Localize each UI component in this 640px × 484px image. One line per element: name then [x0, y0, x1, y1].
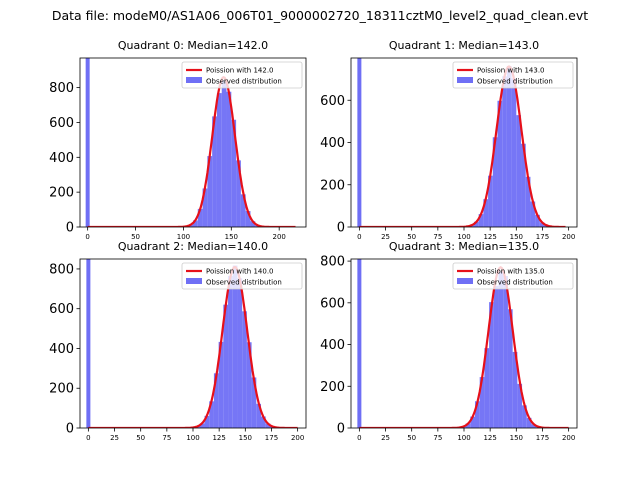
quadrant-3-legend: Poission with 135.0 Observed distribution	[453, 263, 573, 289]
quadrant-3-xtick-label: 150	[510, 434, 523, 442]
quadrant-3-title: Quadrant 3: Median=135.0	[389, 240, 539, 253]
quadrant-0-legend-hist-swatch	[186, 77, 202, 83]
quadrant-3-panel: 0 25 50 75 100 125 150 175 200 0 200 400 600 800 Quadr…	[320, 240, 577, 442]
quadrant-0-legend-curve-label: Poission with 142.0	[206, 67, 274, 75]
quadrant-1-legend: Poission with 143.0 Observed distribution	[453, 62, 573, 88]
quadrant-0-ytick-label: 0	[66, 221, 74, 236]
quadrant-0-ytick-label: 200	[49, 186, 74, 201]
quadrant-2-ytick-label: 400	[49, 342, 74, 357]
quadrant-2-xtick-label: 175	[265, 434, 278, 442]
quadrant-1-xtick-label: 0	[357, 233, 361, 241]
quadrant-3-xtick-label: 125	[483, 434, 496, 442]
quadrant-2-xtick-label: 50	[136, 434, 145, 442]
quadrant-3-xtick-label: 50	[407, 434, 416, 442]
quadrant-3-ytick-label: 400	[320, 338, 345, 353]
quadrant-0-legend-hist-label: Observed distribution	[206, 78, 282, 86]
quadrant-0-ytick-label: 400	[49, 151, 74, 166]
quadrant-0-xtick-label: 200	[272, 233, 285, 241]
quadrant-2-legend: Poission with 140.0 Observed distribution	[182, 263, 302, 289]
quadrant-2-xtick-label: 25	[110, 434, 119, 442]
quadrant-0-hist-bar	[222, 80, 227, 227]
quadrant-1-ytick-label: 200	[320, 178, 345, 193]
quadrant-3-poisson-curve	[359, 267, 568, 428]
quadrant-2-legend-hist-label: Observed distribution	[206, 279, 282, 287]
quadrant-3-xtick-label: 200	[562, 434, 575, 442]
quadrant-1-legend-hist-label: Observed distribution	[477, 78, 553, 86]
quadrant-1-legend-hist-swatch	[457, 77, 473, 83]
quadrant-1-zero-bin	[357, 58, 361, 227]
quadrant-2-ytick-label: 800	[49, 262, 74, 277]
quadrant-3-xtick-label: 75	[433, 434, 442, 442]
quadrant-2-hist-bar	[233, 266, 238, 428]
quadrant-3-ytick-label: 600	[320, 296, 345, 311]
quadrant-1-ytick-label: 0	[337, 221, 345, 236]
quadrant-3-ytick-label: 800	[320, 255, 345, 270]
quadrant-3-hist-bar	[503, 276, 508, 428]
quadrant-1-legend-curve-label: Poission with 143.0	[477, 67, 545, 75]
quadrant-2-xtick-label: 75	[162, 434, 171, 442]
quadrant-3-legend-hist-label: Observed distribution	[477, 279, 553, 287]
quadrant-0-ytick-label: 600	[49, 116, 74, 131]
quadrant-1-hist-bar	[512, 78, 517, 227]
quadrant-2-legend-hist-swatch	[186, 278, 202, 284]
quadrant-2-panel: 0 25 50 75 100 125 150 175 200 0 200 400 600 800 Quadr…	[49, 240, 306, 442]
quadrant-2-xtick-label: 200	[291, 434, 304, 442]
quadrant-2-legend-curve-label: Poission with 140.0	[206, 268, 274, 276]
quadrant-2-poisson-curve	[88, 267, 297, 428]
quadrant-2-xtick-label: 150	[239, 434, 252, 442]
quadrant-2-title: Quadrant 2: Median=140.0	[118, 240, 268, 253]
quadrant-2-xtick-label: 100	[186, 434, 199, 442]
quadrant-3-xtick-label: 100	[457, 434, 470, 442]
quadrant-2-hist-bar	[228, 276, 233, 428]
quadrant-3-hist-bar	[499, 272, 504, 428]
quadrant-2-xtick-label: 125	[212, 434, 225, 442]
quadrant-1-title: Quadrant 1: Median=143.0	[389, 39, 539, 52]
quadrant-1-hist-bar	[507, 66, 512, 227]
quadrant-2-xtick-label: 0	[86, 434, 90, 442]
quadrant-2-zero-bin	[86, 259, 90, 428]
quadrant-3-legend-hist-swatch	[457, 278, 473, 284]
quadrant-0-title: Quadrant 0: Median=142.0	[118, 39, 268, 52]
quadrant-1-hist-bar	[516, 115, 521, 227]
quadrant-0-legend: Poission with 142.0 Observed distribution	[182, 62, 302, 88]
quadrant-2-hist-bar	[237, 278, 242, 428]
figure-title: Data file: modeM0/AS1A06_006T01_90000027…	[52, 8, 588, 23]
quadrant-0-zero-bin	[86, 58, 90, 227]
quadrant-3-hist-bar	[494, 286, 499, 428]
quadrant-1-ytick-label: 400	[320, 136, 345, 151]
quadrant-3-xtick-label: 175	[536, 434, 549, 442]
quadrant-1-xtick-label: 200	[562, 233, 575, 241]
quadrant-3-ytick-label: 0	[337, 422, 345, 437]
quadrant-0-xtick-label: 0	[85, 233, 89, 241]
quadrant-2-ytick-label: 600	[49, 302, 74, 317]
quadrant-1-hist-bar	[502, 76, 507, 227]
quadrant-3-legend-curve-label: Poission with 135.0	[477, 268, 545, 276]
quadrant-0-poisson-curve	[88, 77, 296, 227]
quadrant-3-ytick-label: 200	[320, 380, 345, 395]
quadrant-3-zero-bin	[357, 259, 361, 428]
quadrant-2-ytick-label: 0	[66, 422, 74, 437]
quadrant-3-xtick-label: 25	[381, 434, 390, 442]
quadrant-0-ytick-label: 800	[49, 81, 74, 96]
quadrant-0-hist-bar	[227, 92, 232, 227]
quadrant-2-ytick-label: 200	[49, 382, 74, 397]
quadrant-1-ytick-label: 600	[320, 94, 345, 109]
quadrant-3-xtick-label: 0	[357, 434, 361, 442]
quadrant-0-hist-bar	[217, 93, 222, 227]
